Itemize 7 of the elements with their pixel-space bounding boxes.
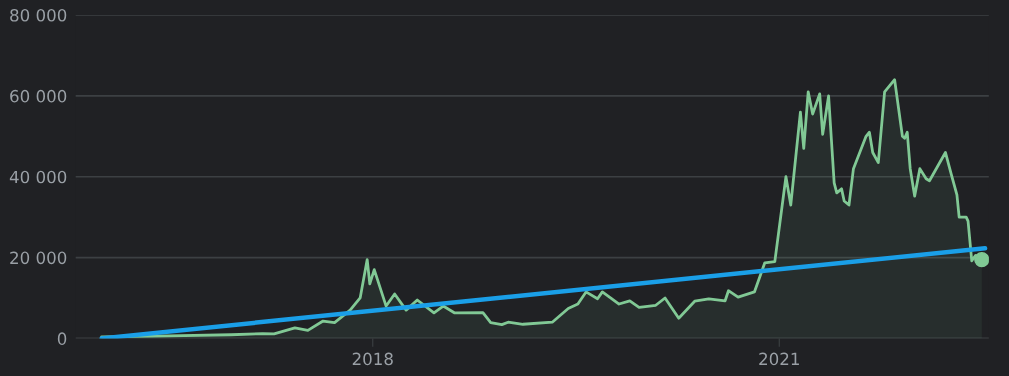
y-tick-label: 20 000 bbox=[10, 251, 67, 265]
y-tick-label: 60 000 bbox=[10, 89, 67, 103]
x-tick-label: 2018 bbox=[352, 352, 393, 366]
y-tick-label: 0 bbox=[57, 332, 67, 345]
y-tick-label: 80 000 bbox=[10, 9, 67, 22]
x-tick-label: 2021 bbox=[759, 352, 799, 366]
y-tick-label: 40 000 bbox=[9, 170, 67, 184]
